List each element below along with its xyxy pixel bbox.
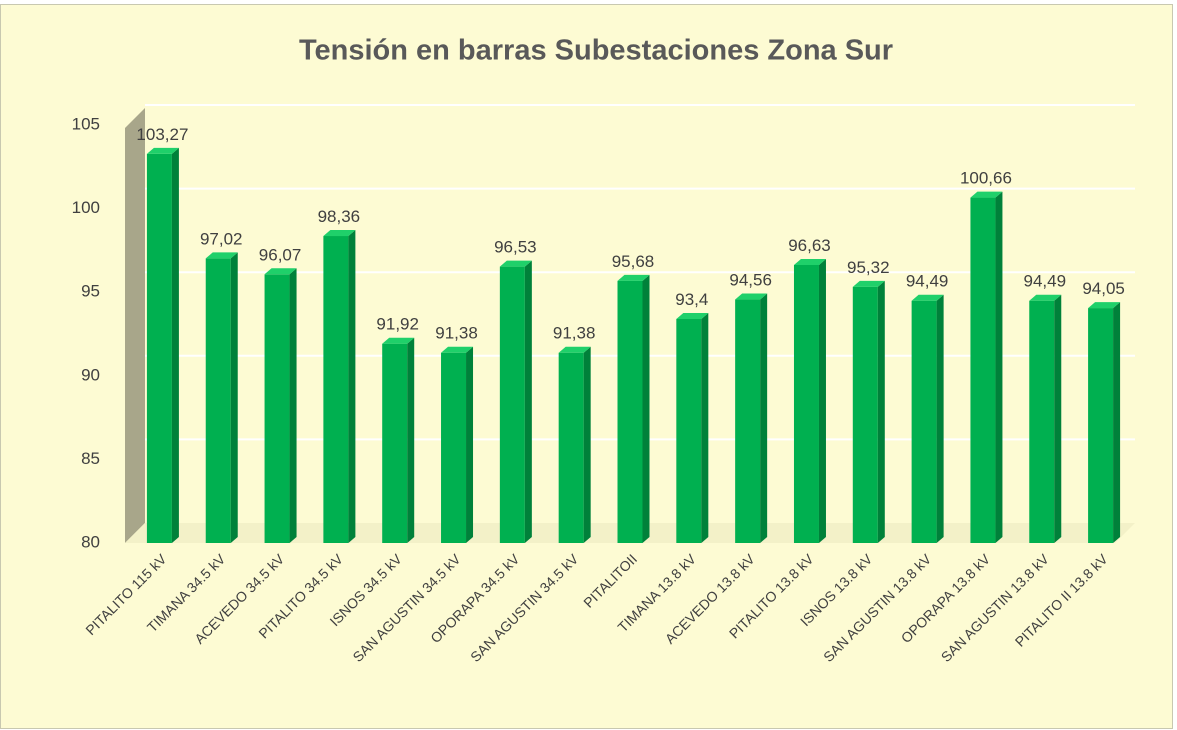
bar-side [995,191,1003,543]
side-wall [125,108,145,543]
bar-front [441,352,467,543]
bar [441,346,474,543]
bar-top [1029,294,1062,301]
bar-front [323,236,349,543]
bar-front [735,299,761,543]
bar-front [558,352,584,543]
bar-side [348,230,356,543]
bar-front [264,274,290,543]
bar-top [852,280,885,287]
bar-top [735,293,768,300]
value-label: 94,05 [1082,279,1125,298]
bar [852,280,885,543]
value-label: 96,53 [494,238,537,257]
bar [146,147,179,543]
bar-side [583,346,591,543]
bar-front [205,258,231,543]
value-label: 91,38 [553,324,596,343]
chart-title: Tensión en barras Subestaciones Zona Sur [299,35,893,67]
bar-front [676,318,702,543]
bar-front [617,280,643,543]
bar-side [760,293,768,543]
bar-front [1088,308,1114,543]
value-label: 95,32 [847,258,890,277]
bar-top [146,147,179,154]
bar-top [558,346,591,353]
bar-top [264,268,297,275]
value-label: 93,4 [675,290,708,309]
bar-front [1029,300,1055,543]
bar [382,337,415,543]
value-label: 103,27 [136,125,188,144]
bar-top [617,274,650,281]
value-label: 94,49 [1023,272,1066,291]
bar-side [877,280,885,543]
bar-front [382,343,408,543]
bar-side [524,260,532,543]
y-tick-label: 100 [72,198,100,217]
bar-top [382,337,415,344]
bar [617,274,650,543]
bar [676,312,709,543]
bar-front [499,266,525,543]
bar [793,258,826,543]
value-label: 94,56 [729,271,772,290]
value-label: 100,66 [960,169,1012,188]
bar-side [407,337,415,543]
bar-top [1088,302,1121,309]
bar [264,268,297,543]
value-label: 91,38 [435,324,478,343]
bar [735,293,768,543]
bar [1029,294,1062,543]
bar-side [230,252,238,543]
bar-side [701,312,709,543]
bar [558,346,591,543]
bar-side [936,294,944,543]
bar-top [441,346,474,353]
bar-top [911,294,944,301]
bar [970,191,1003,543]
value-label: 94,49 [906,272,949,291]
y-tick-label: 80 [81,532,100,551]
value-label: 98,36 [318,207,361,226]
y-tick-label: 105 [72,114,100,133]
bar-side [466,346,474,543]
bar-top [970,191,1003,198]
bar-top [205,252,238,259]
bar-side [1113,302,1121,543]
bar [911,294,944,543]
bar-top [499,260,532,267]
bar [499,260,532,543]
value-label: 95,68 [612,252,655,271]
bar-front [970,197,996,543]
value-label: 91,92 [376,315,419,334]
value-label: 96,63 [788,236,831,255]
bar-top [676,312,709,319]
bar-side [1054,294,1062,543]
bar-front [911,300,937,543]
bar-top [793,258,826,265]
bar-side [289,268,297,543]
y-tick-label: 90 [81,365,100,384]
bar-front [852,286,878,543]
bar-side [818,258,826,543]
bar [205,252,238,543]
bar-side [642,274,650,543]
value-label: 97,02 [200,229,243,248]
bar-side [171,147,179,543]
y-tick-label: 95 [81,282,100,301]
bar [323,230,356,543]
bar-top [323,230,356,237]
y-tick-label: 85 [81,449,100,468]
value-label: 96,07 [259,245,302,264]
bar [1088,302,1121,543]
bar-front [146,153,172,543]
bar-front [793,264,819,543]
